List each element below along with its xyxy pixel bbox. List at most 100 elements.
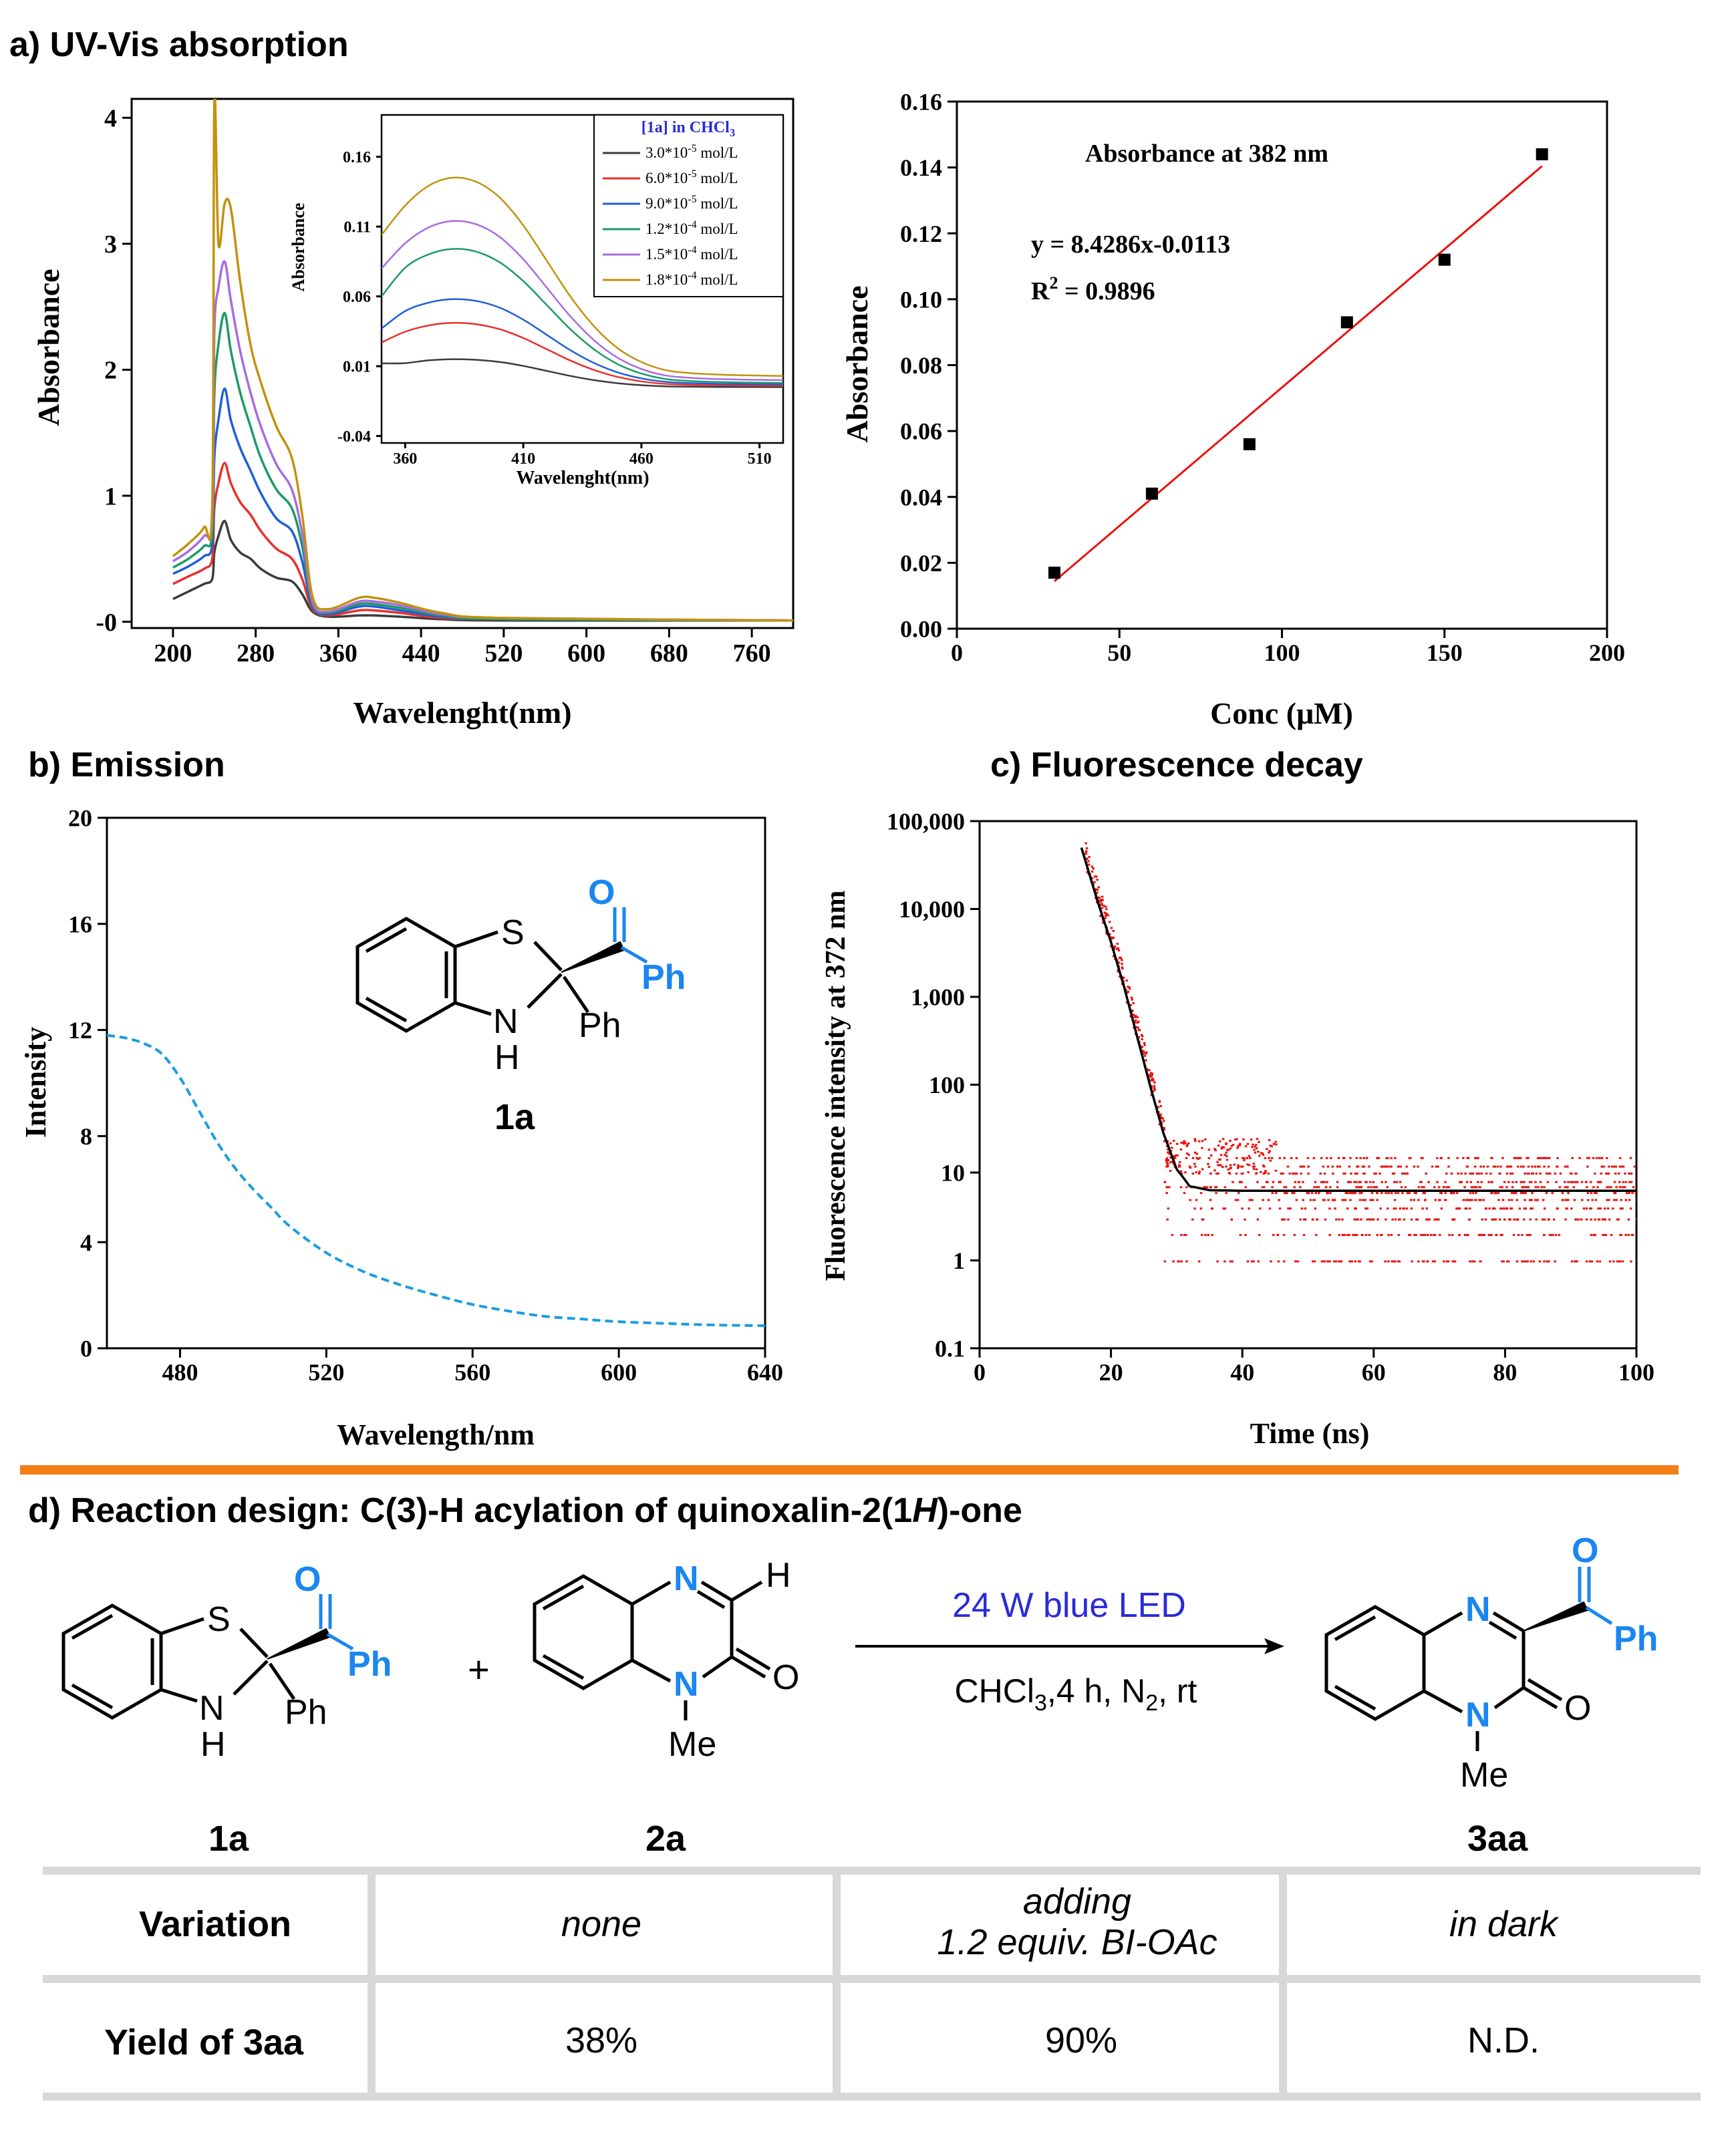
decay-photon-dot [1426, 1218, 1429, 1221]
decay-photon-dot [1450, 1192, 1453, 1195]
uv-linear-title: Absorbance at 382 nm [1085, 140, 1328, 168]
decay-photon-dot [1277, 1260, 1280, 1263]
atom-h: H [494, 1038, 520, 1077]
decay-photon-dot [1627, 1233, 1630, 1236]
decay-photon-dot [1564, 1165, 1567, 1168]
decay-photon-dot [1586, 1199, 1590, 1201]
decay-photon-dot [1453, 1218, 1456, 1221]
decay-photon-dot [1336, 1165, 1339, 1168]
decay-photon-dot [1617, 1260, 1620, 1263]
decay-photon-dot [1207, 1233, 1209, 1236]
uv-series-line [172, 520, 793, 622]
carbonyl-bond [1522, 1686, 1558, 1710]
decay-photon-dot [1157, 1106, 1159, 1108]
x-tick-label: 150 [1427, 639, 1463, 666]
data-point [1536, 148, 1548, 160]
decay-photon-dot [1252, 1260, 1255, 1263]
decay-photon-dot [1490, 1192, 1493, 1195]
decay-photon-dot [1606, 1199, 1610, 1201]
decay-photon-dot [1373, 1173, 1376, 1175]
decay-photon-dot [1422, 1192, 1425, 1195]
decay-photon-dot [1362, 1165, 1366, 1168]
decay-photon-dot [1235, 1173, 1238, 1175]
decay-photon-dot [1464, 1233, 1467, 1236]
decay-photon-dot [1145, 1059, 1147, 1062]
decay-photon-dot [1469, 1199, 1471, 1201]
decay-photon-dot [1625, 1192, 1628, 1195]
decay-photon-dot [1602, 1165, 1605, 1168]
decay-photon-dot [1567, 1181, 1570, 1183]
decay-photon-dot [1490, 1181, 1493, 1183]
decay-photon-dot [1426, 1233, 1429, 1236]
decay-photon-dot [1491, 1207, 1495, 1210]
decay-photon-dot [1581, 1199, 1584, 1201]
decay-photon-dot [1330, 1157, 1332, 1159]
decay-photon-dot [1372, 1181, 1375, 1183]
decay-photon-dot [1117, 970, 1119, 973]
decay-photon-dot [1566, 1165, 1569, 1168]
y-tick-label: 0.11 [343, 219, 371, 237]
decay-photon-dot [1527, 1165, 1530, 1168]
decay-photon-dot [1252, 1143, 1254, 1146]
decay-photon-dot [1207, 1148, 1211, 1151]
decay-photon-dot [1327, 1199, 1330, 1201]
decay-photon-dot [1314, 1233, 1318, 1236]
atom-s: S [207, 1600, 231, 1639]
decay-photon-dot [1240, 1181, 1242, 1183]
decay-photon-dot [1387, 1192, 1390, 1195]
decay-photon-dot [1462, 1199, 1465, 1201]
decay-photon-dot [1516, 1165, 1520, 1168]
decay-photon-dot [1369, 1199, 1372, 1201]
decay-photon-dot [1159, 1116, 1163, 1118]
decay-photon-dot [1531, 1207, 1534, 1210]
decay-photon-dot [1230, 1218, 1234, 1221]
decay-photon-dot [1439, 1192, 1442, 1195]
decay-photon-dot [1248, 1164, 1251, 1167]
decay-photon-dot [1097, 896, 1101, 899]
decay-photon-dot [1576, 1260, 1578, 1263]
decay-photon-dot [1395, 1181, 1399, 1183]
decay-photon-dot [1447, 1186, 1451, 1189]
decay-photon-dot [1390, 1192, 1393, 1195]
decay-photon-dot [1455, 1207, 1458, 1210]
decay-photon-dot [1501, 1199, 1505, 1201]
decay-photon-dot [1144, 1052, 1147, 1055]
decay-photon-dot [1580, 1218, 1583, 1221]
decay-photon-dot [1215, 1186, 1218, 1189]
decay-photon-dot [1550, 1233, 1553, 1236]
decay-photon-dot [1509, 1165, 1513, 1168]
decay-photon-dot [1369, 1181, 1372, 1183]
decay-photon-dot [1098, 899, 1101, 902]
decay-photon-dot [1364, 1181, 1367, 1183]
decay-photon-dot [1165, 1192, 1168, 1195]
decay-photon-dot [1632, 1186, 1635, 1189]
x-tick-label: 600 [601, 1359, 637, 1386]
decay-photon-dot [1393, 1207, 1395, 1210]
decay-photon-dot [1554, 1260, 1556, 1263]
decay-photon-dot [1476, 1181, 1479, 1183]
decay-photon-dot [1469, 1207, 1471, 1210]
decay-photon-dot [1240, 1165, 1243, 1168]
decay-photon-dot [1253, 1148, 1256, 1151]
bond-s-c [533, 941, 563, 971]
decay-photon-dot [1403, 1218, 1406, 1221]
decay-photon-dot [1333, 1199, 1336, 1201]
decay-photon-dot [1526, 1186, 1528, 1189]
decay-photon-dot [1564, 1199, 1568, 1201]
decay-photon-dot [1377, 1218, 1379, 1221]
decay-photon-dot [1198, 1171, 1201, 1173]
decay-photon-dot [1293, 1186, 1296, 1189]
decay-photon-dot [1294, 1181, 1297, 1183]
decay-photon-dot [1230, 1144, 1234, 1147]
decay-photon-dot [1527, 1157, 1530, 1159]
decay-photon-dot [1540, 1157, 1542, 1159]
decay-photon-dot [1251, 1146, 1254, 1148]
decay-photon-dot [1628, 1192, 1631, 1195]
compound-label-1a: 1a [208, 1819, 249, 1859]
decay-photon-dot [1445, 1173, 1448, 1175]
panel-d-title: d) Reaction design: C(3)-H acylation of … [28, 1491, 1022, 1530]
decay-photon-dot [1280, 1173, 1282, 1175]
decay-photon-dot [1592, 1157, 1595, 1159]
decay-photon-dot [1477, 1157, 1479, 1159]
decay-photon-dot [1262, 1164, 1265, 1167]
